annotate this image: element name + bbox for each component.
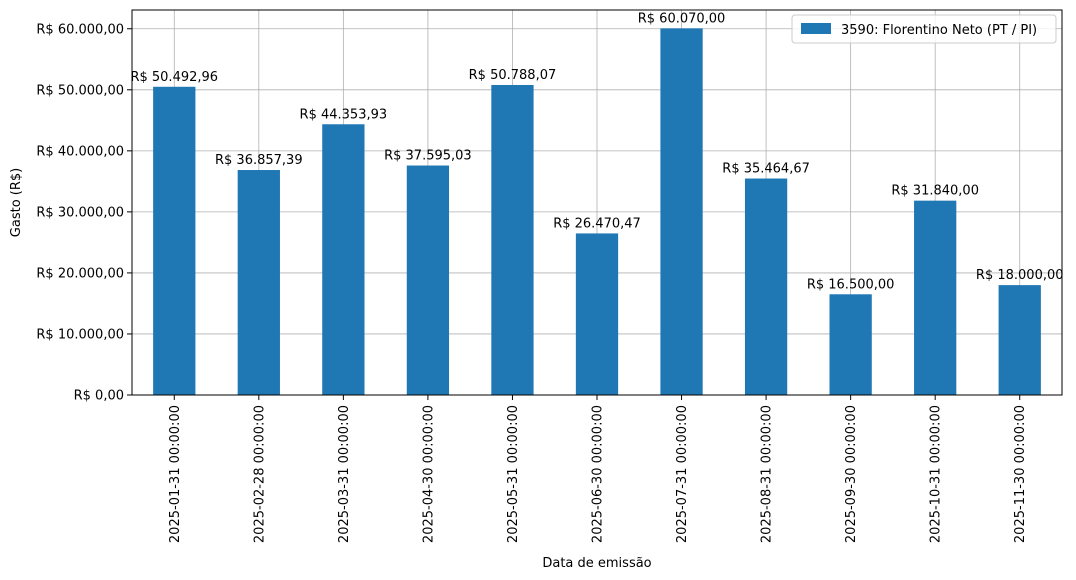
- y-axis-title: Gasto (R$): [9, 168, 24, 237]
- bar: [237, 170, 280, 395]
- y-axis-ticks: R$ 0,00 R$ 10.000,00 R$ 20.000,00 R$ 30.000…: [36, 22, 132, 404]
- y-tick-label: R$ 60.000,00: [36, 22, 124, 37]
- legend-box: [791, 14, 1057, 44]
- bar: [998, 285, 1041, 395]
- bar: [660, 28, 703, 395]
- bar-value-label: R$ 37.595,03: [384, 149, 472, 164]
- bars: [153, 28, 1041, 395]
- x-tick-label: 2025-02-28 00:00:00: [252, 405, 267, 543]
- legend-label: 3590: Florentino Neto (PT / PI): [841, 23, 1037, 38]
- bar: [322, 124, 365, 395]
- bar-value-label: R$ 50.788,07: [469, 68, 557, 83]
- y-tick-label: R$ 20.000,00: [36, 266, 124, 281]
- bar-value-label: R$ 31.840,00: [891, 184, 979, 199]
- bar-value-label: R$ 26.470,47: [553, 216, 641, 231]
- bar: [491, 84, 534, 395]
- x-tick-label: 2025-10-31 00:00:00: [929, 405, 944, 543]
- y-tick-label: R$ 50.000,00: [36, 83, 124, 98]
- x-tick-label: 2025-08-31 00:00:00: [760, 405, 775, 543]
- bar: [406, 165, 450, 395]
- bar-value-label: R$ 44.353,93: [300, 107, 388, 122]
- bar: [153, 86, 196, 395]
- x-tick-label: 2025-04-30 00:00:00: [421, 405, 436, 543]
- x-tick-label: 2025-03-31 00:00:00: [337, 405, 352, 543]
- bar-value-label: R$ 60.070,00: [638, 11, 726, 26]
- bar: [914, 200, 957, 395]
- y-tick-label: R$ 10.000,00: [36, 327, 124, 342]
- bar-value-label: R$ 50.492,96: [130, 70, 218, 85]
- x-tick-label: 2025-07-31 00:00:00: [675, 405, 690, 543]
- x-tick-label: 2025-05-31 00:00:00: [506, 405, 521, 543]
- x-tick-label: 2025-06-30 00:00:00: [591, 405, 606, 543]
- bar-value-label: R$ 16.500,00: [807, 277, 895, 292]
- y-tick-label: R$ 0,00: [74, 389, 124, 404]
- y-tick-label: R$ 40.000,00: [36, 144, 124, 159]
- x-axis-ticks: 2025-01-31 00:00:00 2025-02-28 00:00:00 20…: [168, 395, 1028, 543]
- legend-swatch: [801, 23, 831, 34]
- bar: [575, 233, 619, 395]
- bar-value-label: R$ 18.000,00: [976, 268, 1064, 283]
- bar-value-label: R$ 36.857,39: [215, 153, 303, 168]
- bar: [744, 178, 788, 395]
- bar-value-label: R$ 35.464,67: [722, 162, 810, 177]
- x-axis-title: Data de emissão: [542, 556, 651, 571]
- legend: 3590: Florentino Neto (PT / PI): [791, 14, 1057, 44]
- x-tick-label: 2025-01-31 00:00:00: [168, 405, 183, 543]
- bar: [829, 294, 872, 395]
- bar-value-labels: R$ 50.492,96 R$ 36.857,39 R$ 44.353,93 R$ 3…: [130, 11, 1063, 292]
- x-tick-label: 2025-09-30 00:00:00: [844, 405, 859, 543]
- y-tick-label: R$ 30.000,00: [36, 205, 124, 220]
- x-tick-label: 2025-11-30 00:00:00: [1013, 405, 1028, 543]
